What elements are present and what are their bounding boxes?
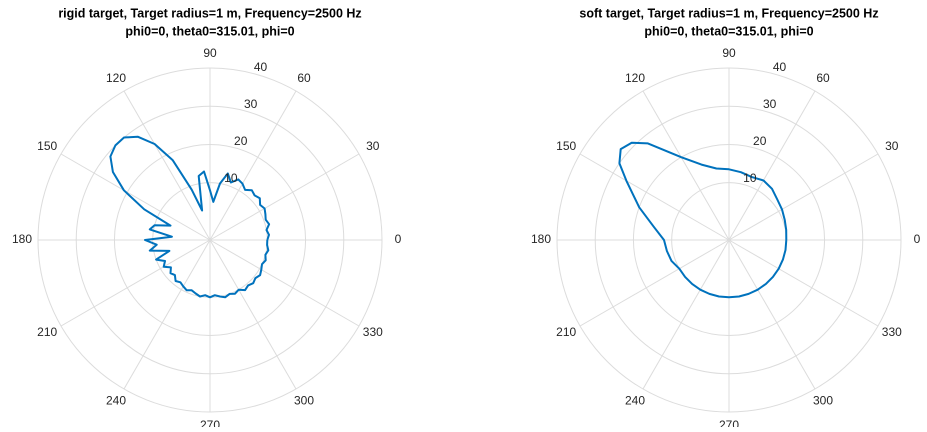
spoke bbox=[728, 239, 879, 327]
theta-tick-label: 240 bbox=[106, 393, 126, 407]
spoke bbox=[728, 90, 816, 241]
theta-tick-label: 300 bbox=[813, 393, 833, 407]
chart-title: rigid target, Target radius=1 m, Frequen… bbox=[58, 6, 361, 20]
r-tick-label: 30 bbox=[244, 97, 258, 111]
chart-subtitle: phi0=0, theta0=315.01, phi=0 bbox=[125, 24, 294, 38]
theta-tick-label: 150 bbox=[37, 139, 57, 153]
r-tick-label: 20 bbox=[753, 134, 767, 148]
theta-tick-label: 90 bbox=[203, 46, 217, 60]
spoke bbox=[209, 239, 297, 390]
r-tick-label: 10 bbox=[224, 171, 238, 185]
chart-subtitle: phi0=0, theta0=315.01, phi=0 bbox=[644, 24, 813, 38]
polar-line bbox=[618, 141, 788, 299]
polar-line bbox=[109, 135, 271, 299]
spoke bbox=[728, 153, 879, 241]
theta-tick-label: 210 bbox=[37, 325, 57, 339]
theta-tick-label: 180 bbox=[531, 232, 551, 246]
spoke bbox=[209, 90, 297, 241]
ring bbox=[37, 67, 383, 413]
theta-tick-label: 180 bbox=[12, 232, 32, 246]
spoke bbox=[60, 239, 211, 327]
theta-tick-label: 120 bbox=[625, 71, 645, 85]
spoke bbox=[123, 90, 211, 241]
ring bbox=[594, 105, 864, 375]
theta-tick-label: 210 bbox=[556, 325, 576, 339]
spoke bbox=[209, 239, 360, 327]
theta-tick-label: 150 bbox=[556, 139, 576, 153]
ring bbox=[113, 143, 307, 337]
spoke bbox=[579, 239, 730, 327]
r-tick-label: 30 bbox=[763, 97, 777, 111]
theta-tick-label: 270 bbox=[200, 418, 220, 427]
spoke bbox=[728, 239, 816, 390]
chart-title: soft target, Target radius=1 m, Frequenc… bbox=[579, 6, 878, 20]
r-tick-label: 40 bbox=[254, 60, 268, 74]
theta-tick-label: 0 bbox=[914, 232, 921, 246]
r-tick-label: 20 bbox=[234, 134, 248, 148]
ring bbox=[75, 105, 345, 375]
theta-tick-label: 300 bbox=[294, 393, 314, 407]
theta-tick-label: 60 bbox=[816, 71, 830, 85]
theta-tick-label: 0 bbox=[395, 232, 402, 246]
theta-tick-label: 330 bbox=[882, 325, 902, 339]
theta-tick-label: 30 bbox=[885, 139, 899, 153]
theta-tick-label: 60 bbox=[297, 71, 311, 85]
theta-tick-label: 270 bbox=[719, 418, 739, 427]
theta-tick-label: 90 bbox=[722, 46, 736, 60]
theta-tick-label: 30 bbox=[366, 139, 380, 153]
theta-tick-label: 330 bbox=[363, 325, 383, 339]
spoke bbox=[123, 239, 211, 390]
ring bbox=[632, 143, 826, 337]
r-tick-label: 40 bbox=[773, 60, 787, 74]
ring bbox=[556, 67, 902, 413]
spoke bbox=[642, 239, 730, 390]
theta-tick-label: 120 bbox=[106, 71, 126, 85]
spoke bbox=[579, 153, 730, 241]
spoke bbox=[642, 90, 730, 241]
spoke bbox=[60, 153, 211, 241]
spoke bbox=[209, 153, 360, 241]
theta-tick-label: 240 bbox=[625, 393, 645, 407]
r-tick-label: 10 bbox=[743, 171, 757, 185]
